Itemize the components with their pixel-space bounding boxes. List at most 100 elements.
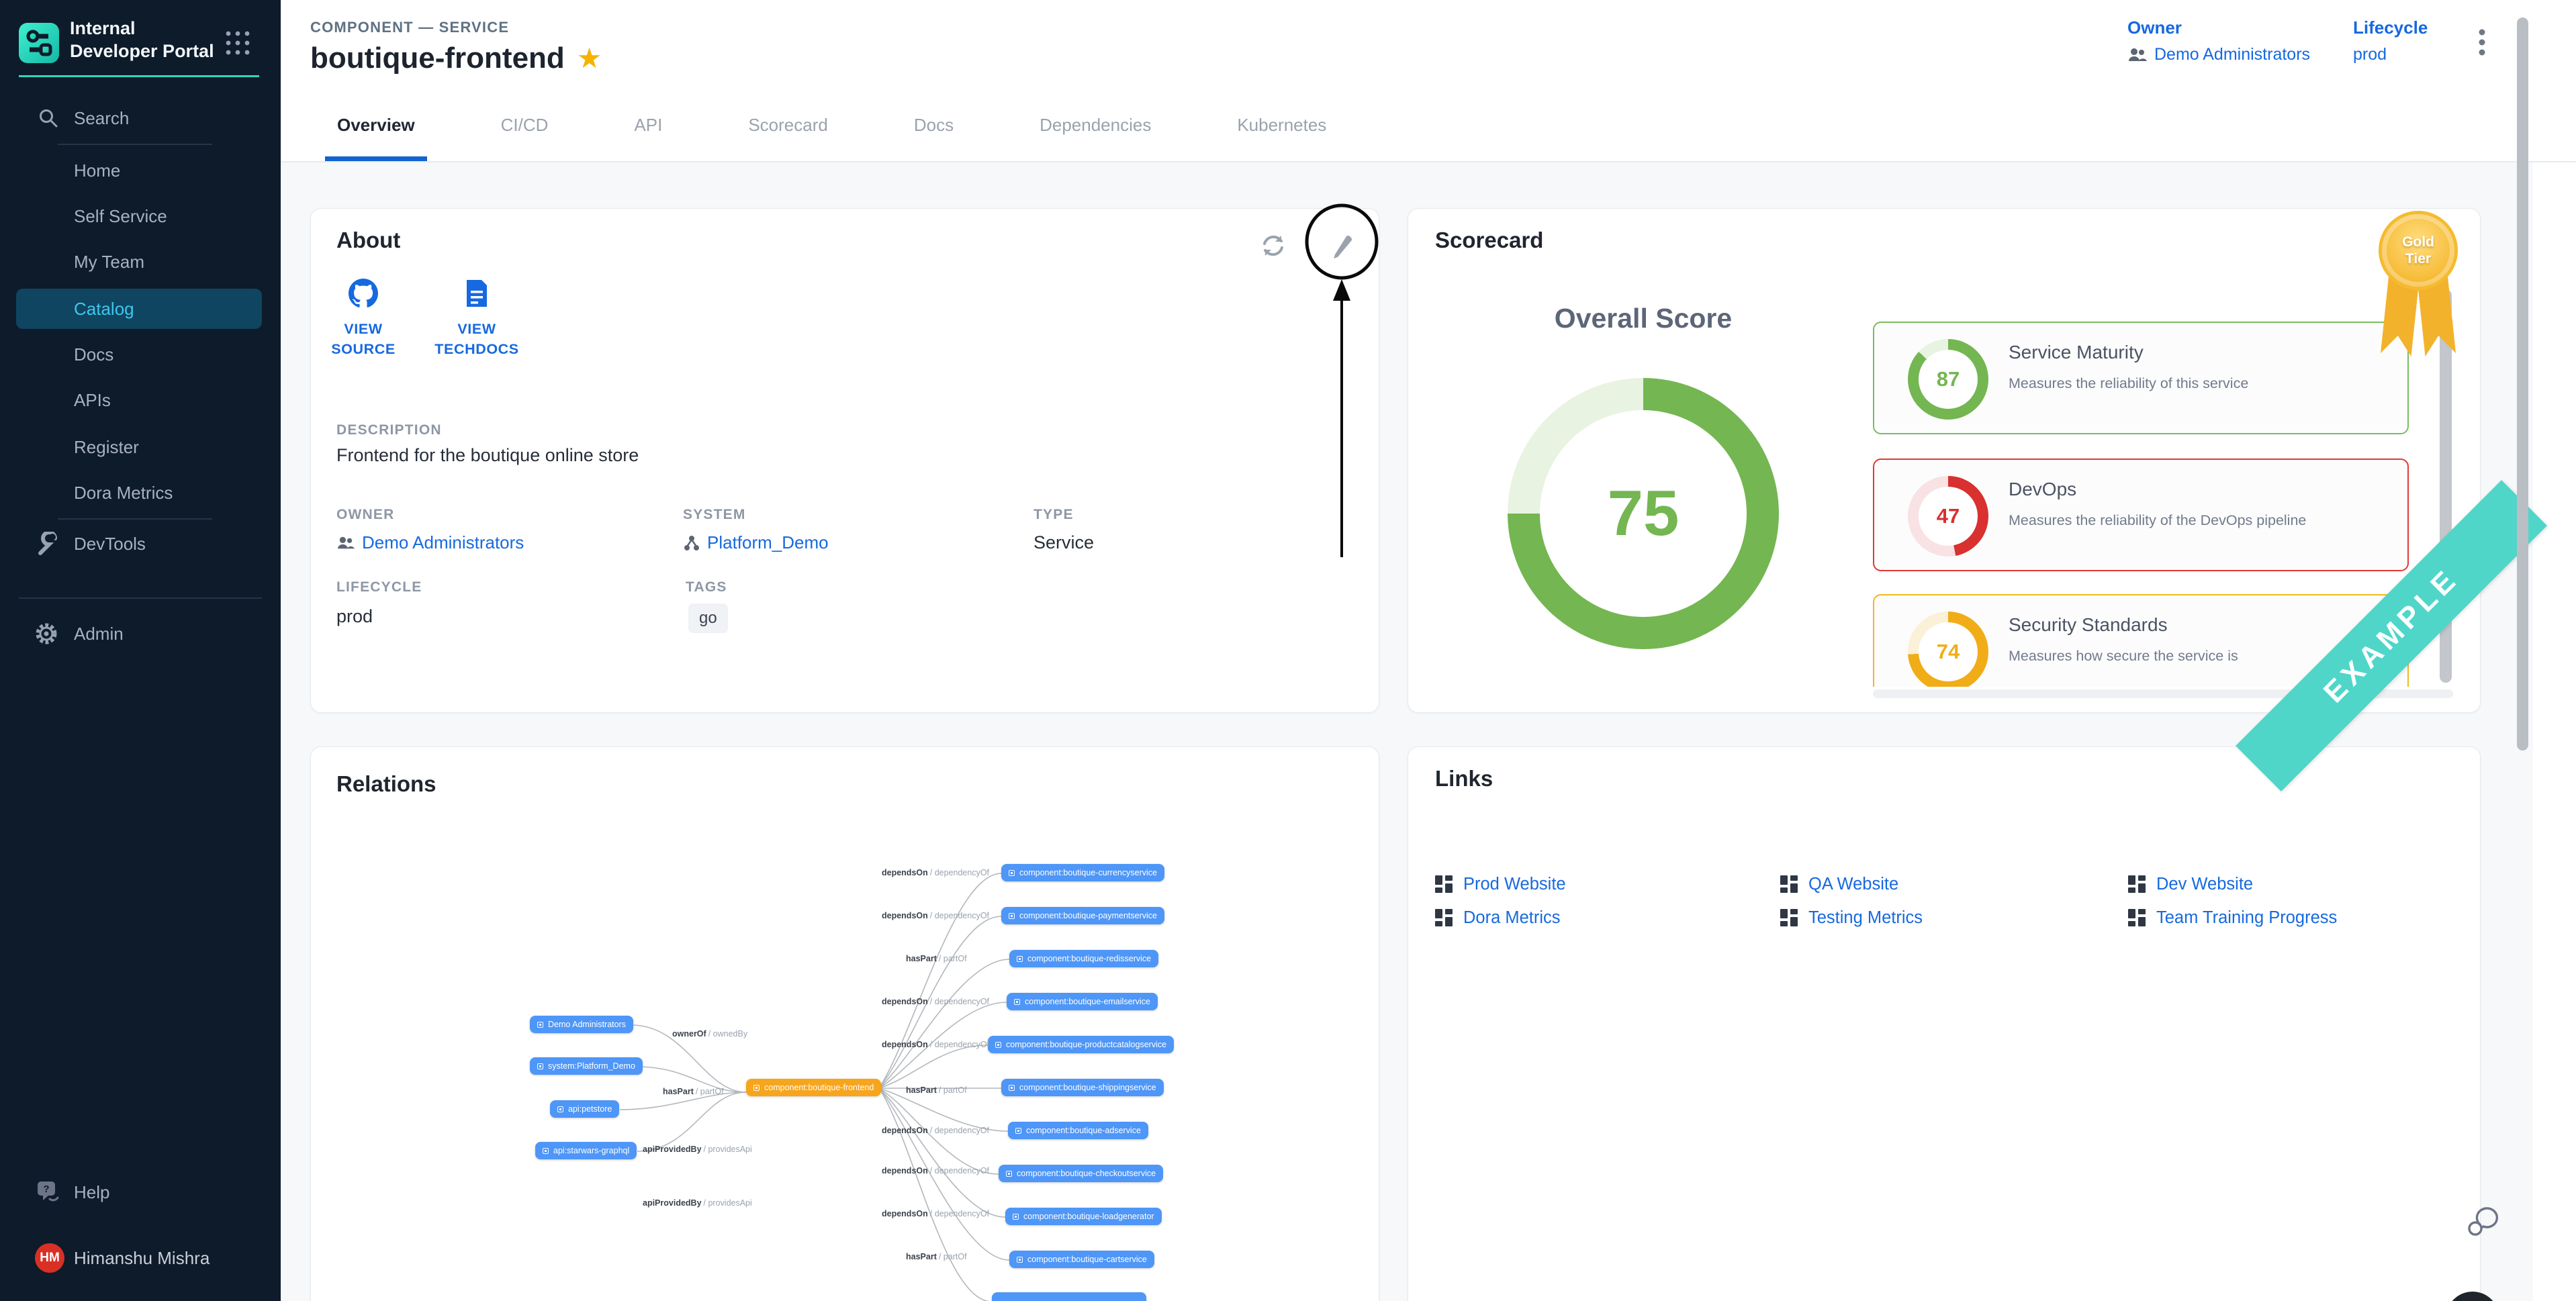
scorecard-item-devops[interactable]: 47 DevOps Measures the reliability of th…	[1873, 459, 2409, 571]
edge-label: dependsOn / dependencyOf	[882, 1040, 990, 1049]
relations-edges	[619, 873, 1010, 1301]
link-qa-website[interactable]: QA Website	[1780, 872, 1898, 896]
relations-card: Relations Demo Administrators system:Pla…	[310, 746, 1379, 1301]
app-logo-icon	[19, 23, 59, 63]
owner-value[interactable]: Demo Administrators	[336, 532, 524, 553]
favorite-star-icon[interactable]: ★	[576, 42, 602, 74]
score-ring: 87	[1908, 339, 1988, 420]
link-prod-website[interactable]: Prod Website	[1435, 872, 1566, 896]
relation-node-redisservice[interactable]: component:boutique-redisservice	[1009, 950, 1159, 967]
sidebar-item-help[interactable]: ? Help	[0, 1173, 281, 1211]
scorecard-title: Scorecard	[1435, 228, 1544, 252]
divider	[19, 597, 262, 599]
wrench-icon	[38, 532, 57, 555]
sidebar-user[interactable]: Himanshu Mishra	[74, 1247, 210, 1268]
view-techdocs-link[interactable]: VIEW TECHDOCS	[420, 279, 534, 359]
sidebar-item-apis[interactable]: APIs	[74, 389, 111, 410]
system-value[interactable]: Platform_Demo	[683, 532, 829, 553]
sidebar-item-my-team[interactable]: My Team	[74, 251, 144, 272]
tags-label: TAGS	[686, 579, 727, 595]
links-card: Links Prod Website QA Website Dev Websit…	[1408, 746, 2481, 1301]
refresh-button[interactable]	[1258, 230, 1289, 261]
scorecard-list: 87 Service Maturity Measures the reliabi…	[1873, 316, 2411, 687]
scorecard-card: Scorecard Overall Score 75 87 Service Ma…	[1408, 208, 2547, 791]
about-title: About	[336, 228, 401, 252]
component-icon	[1013, 1213, 1019, 1220]
relation-node-paymentservice[interactable]: component:boutique-paymentservice	[1001, 907, 1164, 924]
component-icon	[1015, 1127, 1021, 1134]
edge-label: hasPart / partOf	[906, 1086, 967, 1095]
relation-node-shippingservice[interactable]: component:boutique-shippingservice	[1001, 1079, 1164, 1096]
dashboard-icon	[1435, 875, 1453, 893]
api-icon	[557, 1106, 563, 1112]
relation-node-center[interactable]: component:boutique-frontend	[746, 1079, 882, 1096]
component-icon	[1009, 869, 1015, 876]
relation-node-loadgenerator[interactable]: component:boutique-loadgenerator	[1005, 1208, 1162, 1225]
links-title: Links	[1435, 766, 1493, 791]
scorecard-item-security-standards[interactable]: 74 Security Standards Measures how secur…	[1873, 594, 2409, 687]
relations-title: Relations	[336, 771, 436, 796]
link-dora-metrics[interactable]: Dora Metrics	[1435, 906, 1561, 930]
app-grid-icon[interactable]	[224, 30, 251, 56]
more-options-icon[interactable]	[2469, 27, 2495, 58]
relation-node-api-starwars[interactable]: api:starwars-graphql	[535, 1142, 637, 1159]
sidebar-item-search[interactable]: Search	[0, 99, 281, 137]
link-team-training-progress[interactable]: Team Training Progress	[2128, 906, 2337, 930]
tab-kubernetes[interactable]: Kubernetes	[1237, 114, 1327, 135]
relation-node-api-petstore[interactable]: api:petstore	[550, 1100, 620, 1118]
tab-overview[interactable]: Overview	[325, 89, 427, 161]
link-dev-website[interactable]: Dev Website	[2128, 872, 2253, 896]
component-icon	[995, 1041, 1001, 1048]
link-testing-metrics[interactable]: Testing Metrics	[1780, 906, 1923, 930]
component-icon	[1017, 955, 1023, 962]
relation-node-currencyservice[interactable]: component:boutique-currencyservice	[1001, 864, 1164, 881]
relation-node-partial[interactable]	[992, 1292, 1146, 1301]
sidebar-accent-divider	[19, 75, 259, 77]
breadcrumb: COMPONENT — SERVICE	[310, 19, 510, 36]
tab-api[interactable]: API	[634, 114, 663, 135]
dashboard-icon	[2128, 875, 2146, 893]
refresh-icon	[1263, 235, 1283, 256]
lifecycle-value: prod	[336, 606, 373, 626]
dashboard-icon	[1780, 875, 1798, 893]
relation-node-cartservice[interactable]: component:boutique-cartservice	[1009, 1251, 1154, 1268]
group-icon	[537, 1021, 543, 1028]
page-scrollbar-thumb[interactable]	[2517, 17, 2528, 751]
scorecard-item-service-maturity[interactable]: 87 Service Maturity Measures the reliabi…	[1873, 322, 2409, 434]
sidebar-item-admin[interactable]: Admin	[0, 615, 281, 653]
sidebar-item-devtools[interactable]: DevTools	[0, 525, 281, 563]
tab-cicd[interactable]: CI/CD	[500, 114, 549, 135]
relation-node-productcatalogservice[interactable]: component:boutique-productcatalogservice	[988, 1036, 1175, 1053]
relation-node-owner[interactable]: Demo Administrators	[530, 1016, 634, 1033]
pencil-icon	[1334, 235, 1352, 258]
score-ring: 47	[1908, 476, 1988, 557]
tab-docs[interactable]: Docs	[913, 114, 954, 135]
relation-node-checkoutservice[interactable]: component:boutique-checkoutservice	[999, 1165, 1164, 1182]
tag-chip[interactable]: go	[688, 604, 728, 633]
edge-label: dependsOn / dependencyOf	[882, 1166, 990, 1175]
app-title: Internal Developer Portal	[70, 18, 214, 61]
sidebar-item-self-service[interactable]: Self Service	[74, 205, 167, 226]
relation-node-adservice[interactable]: component:boutique-adservice	[1008, 1122, 1148, 1139]
edge-label: hasPart / partOf	[663, 1087, 724, 1096]
edge-label: dependsOn / dependencyOf	[882, 997, 990, 1006]
divider	[58, 518, 212, 520]
tab-dependencies[interactable]: Dependencies	[1040, 114, 1152, 135]
relation-node-system[interactable]: system:Platform_Demo	[530, 1057, 643, 1075]
user-avatar[interactable]: HM	[35, 1243, 64, 1273]
sidebar-item-docs[interactable]: Docs	[74, 344, 114, 365]
feedback-chat-icon[interactable]	[2466, 1204, 2503, 1238]
description-label: DESCRIPTION	[336, 422, 442, 438]
divider	[58, 144, 212, 145]
sidebar-item-register[interactable]: Register	[74, 436, 139, 457]
sidebar-item-home[interactable]: Home	[74, 160, 121, 181]
relation-node-emailservice[interactable]: component:boutique-emailservice	[1007, 993, 1158, 1010]
tab-scorecard[interactable]: Scorecard	[748, 114, 828, 135]
sidebar-item-catalog[interactable]: Catalog	[74, 298, 134, 319]
view-source-link[interactable]: VIEW SOURCE	[322, 279, 405, 359]
header-owner-link[interactable]: Demo Administrators	[2127, 45, 2310, 64]
component-icon	[1017, 1256, 1023, 1263]
sidebar-item-dora-metrics[interactable]: Dora Metrics	[74, 482, 173, 503]
owner-label: OWNER	[336, 507, 395, 522]
edit-button[interactable]	[1326, 230, 1357, 261]
